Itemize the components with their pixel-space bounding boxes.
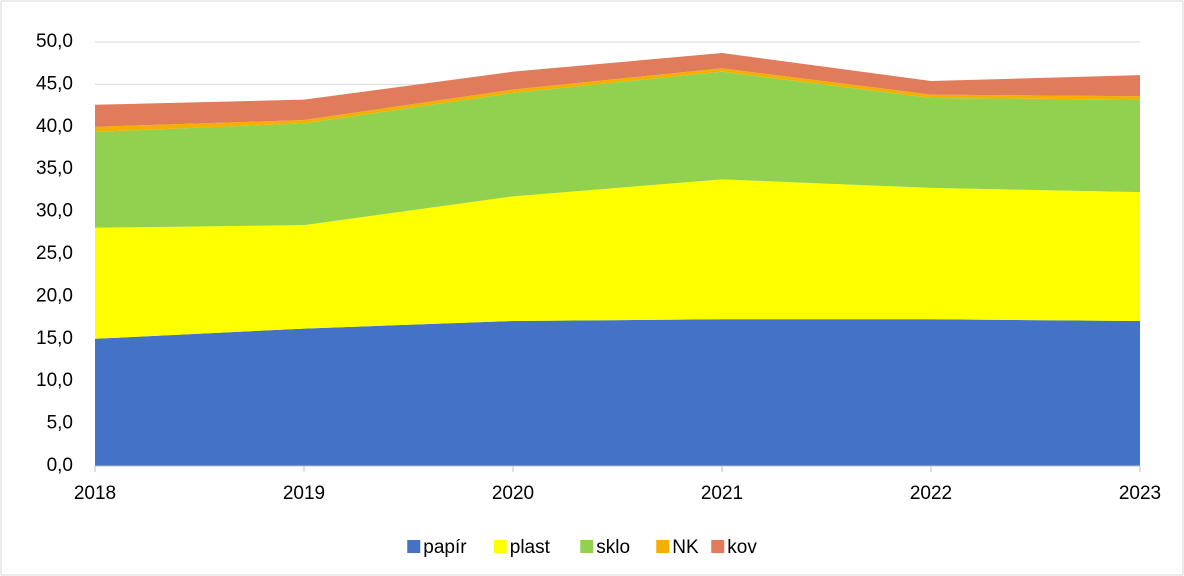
legend-swatch [711,540,725,553]
x-tick-label: 2019 [283,483,325,504]
area [95,68,1140,132]
area [95,179,1140,339]
y-tick-label: 20,0 [36,285,73,306]
x-tick-label: 2023 [1119,483,1161,504]
y-tick-label: 45,0 [36,73,73,94]
x-tick-label: 2018 [74,483,116,504]
legend-label: sklo [596,537,630,558]
x-tick-label: 2020 [492,483,534,504]
legend-swatch [656,540,670,553]
legend-swatch [580,540,594,553]
legend-label: papír [423,537,467,558]
y-tick-label: 5,0 [47,413,73,434]
x-tick-label: 2022 [910,483,952,504]
area [95,53,1140,127]
legend-label: kov [727,537,757,558]
y-tick-label: 35,0 [36,158,73,179]
legend-label: plast [510,537,551,558]
legend-swatch [493,540,507,553]
area [95,319,1140,466]
area [95,71,1140,228]
y-tick-label: 0,0 [47,455,73,476]
y-tick-label: 10,0 [36,370,73,391]
x-tick-label: 2021 [701,483,743,504]
y-tick-label: 25,0 [36,243,73,264]
y-tick-label: 50,0 [36,31,73,52]
y-tick-label: 30,0 [36,201,73,222]
legend-swatch [407,540,421,553]
y-tick-label: 15,0 [36,328,73,349]
y-tick-label: 40,0 [36,116,73,137]
legend-label: NK [672,537,699,558]
